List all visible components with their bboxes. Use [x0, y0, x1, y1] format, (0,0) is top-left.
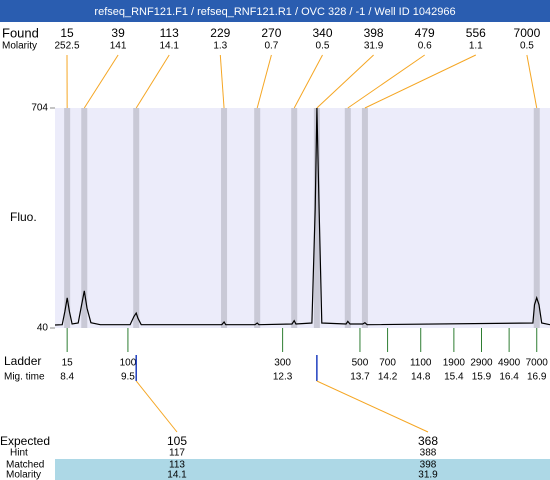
- expected-label: Expected: [0, 434, 50, 448]
- expected-value: 105: [167, 434, 187, 448]
- ladder-size: 1900: [443, 358, 466, 369]
- ladder-time: 15.9: [472, 372, 492, 383]
- found-molarity: 14.1: [159, 41, 179, 52]
- hint-label: Hint: [10, 448, 28, 459]
- hint-value: 117: [169, 448, 185, 459]
- ladder-time: 14.8: [411, 372, 431, 383]
- peak-band: [81, 108, 88, 328]
- found-molarity: 252.5: [54, 41, 79, 52]
- ladder-time: 14.2: [378, 372, 398, 383]
- peak-band: [133, 108, 140, 328]
- expected-value: 368: [418, 434, 438, 448]
- found-size: 556: [466, 26, 486, 40]
- mig-time-label: Mig. time: [4, 372, 45, 383]
- peak-band: [361, 108, 368, 328]
- found-size: 113: [160, 26, 179, 40]
- ladder-size: 2900: [470, 358, 493, 369]
- peak-connector: [256, 54, 272, 109]
- found-size: 479: [415, 26, 435, 40]
- found-molarity: 1.3: [213, 41, 227, 52]
- molarity-value: 14.1: [167, 470, 187, 480]
- matched-band: [55, 459, 550, 480]
- found-molarity: 1.1: [469, 41, 483, 52]
- peak-band: [254, 108, 261, 328]
- ladder-time: 8.4: [60, 372, 74, 383]
- ladder-size: 7000: [526, 358, 549, 369]
- peak-band: [533, 108, 540, 328]
- peak-band: [221, 108, 228, 328]
- peak-connector: [364, 54, 477, 109]
- ladder-label: Ladder: [4, 354, 41, 368]
- peak-connector: [219, 54, 225, 109]
- found-size: 398: [364, 26, 384, 40]
- ladder-time: 12.3: [273, 372, 293, 383]
- found-size: 15: [60, 26, 74, 40]
- y-tick-label: 40: [37, 323, 49, 334]
- peak-connector: [526, 54, 538, 109]
- title-bar: [0, 0, 550, 22]
- y-axis-label: Fluo.: [10, 210, 37, 224]
- ladder-time: 16.4: [499, 372, 519, 383]
- ladder-time: 9.5: [121, 372, 135, 383]
- signal-trace: [55, 108, 550, 326]
- expected-connector: [316, 380, 429, 433]
- ladder-size: 500: [352, 358, 369, 369]
- peak-connector: [347, 54, 425, 109]
- found-size: 340: [312, 26, 332, 40]
- found-label: Found: [2, 25, 39, 40]
- molarity-value: 31.9: [418, 470, 438, 480]
- ladder-size: 1100: [410, 358, 432, 369]
- ladder-size: 15: [62, 358, 74, 369]
- found-molarity: 31.9: [364, 41, 384, 52]
- matched-value: 398: [420, 460, 437, 471]
- found-size: 270: [261, 26, 281, 40]
- y-tick-label: 704: [31, 103, 48, 114]
- ladder-time: 13.7: [350, 372, 370, 383]
- expected-connector: [135, 380, 178, 433]
- found-size: 229: [210, 26, 230, 40]
- hint-value: 388: [420, 448, 437, 459]
- found-molarity: 0.5: [316, 41, 330, 52]
- found-molarity: 0.6: [418, 41, 432, 52]
- matched-label: Matched: [6, 460, 44, 471]
- ladder-time: 15.4: [444, 372, 464, 383]
- peak-band: [344, 108, 351, 328]
- peak-band: [64, 108, 71, 328]
- found-molarity: 0.7: [264, 41, 278, 52]
- ladder-size: 4900: [498, 358, 521, 369]
- found-size: 7000: [514, 26, 541, 40]
- found-size: 39: [111, 26, 125, 40]
- title: refseq_RNF121.F1 / refseq_RNF121.R1 / OV…: [94, 6, 455, 18]
- ladder-size: 100: [120, 358, 137, 369]
- ladder-size: 700: [379, 358, 396, 369]
- peak-connector: [135, 54, 170, 109]
- plot-area: [55, 108, 550, 328]
- peak-connector: [293, 54, 323, 109]
- found-molarity: 0.5: [520, 41, 534, 52]
- peak-band: [313, 108, 320, 328]
- peak-connector: [83, 54, 119, 109]
- peak-connector: [316, 54, 374, 109]
- ladder-size: 300: [274, 358, 291, 369]
- molarity-label: Molarity: [2, 41, 37, 52]
- peak-band: [291, 108, 298, 328]
- found-molarity: 141: [110, 41, 127, 52]
- molarity-label: Molarity: [6, 470, 41, 480]
- ladder-time: 16.9: [527, 372, 547, 383]
- matched-value: 113: [169, 460, 185, 471]
